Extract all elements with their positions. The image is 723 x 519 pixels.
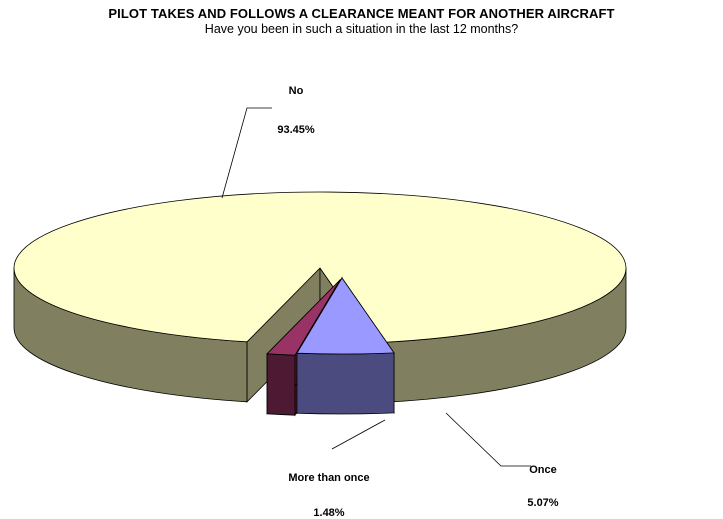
label-once-category: Once	[529, 464, 557, 476]
chart-subtitle: Have you been in such a situation in the…	[204, 22, 519, 36]
pie-slices	[13, 191, 627, 417]
slice-once-side	[296, 352, 395, 415]
label-more-than-once-value: 1.48%	[313, 507, 344, 519]
data-labels: No 93.45% Once 5.07% More than once 1.48%	[221, 85, 559, 519]
label-more-than-once-category: More than once	[288, 472, 369, 484]
label-no-leader-line	[221, 107, 272, 199]
slice-once-top	[296, 277, 395, 355]
label-once-value: 5.07%	[527, 497, 558, 509]
label-no-value: 93.45%	[277, 124, 315, 136]
slice-once	[296, 276, 395, 415]
label-once-leader-line	[445, 412, 531, 467]
slice-more-than-once-top	[266, 279, 341, 356]
slice-more-than-once-side	[266, 353, 296, 416]
label-no-category: No	[289, 85, 304, 97]
label-more-than-once-leader-line	[331, 419, 386, 450]
slice-no-top	[13, 191, 627, 344]
chart-title: PILOT TAKES AND FOLLOWS A CLEARANCE MEAN…	[108, 6, 615, 21]
